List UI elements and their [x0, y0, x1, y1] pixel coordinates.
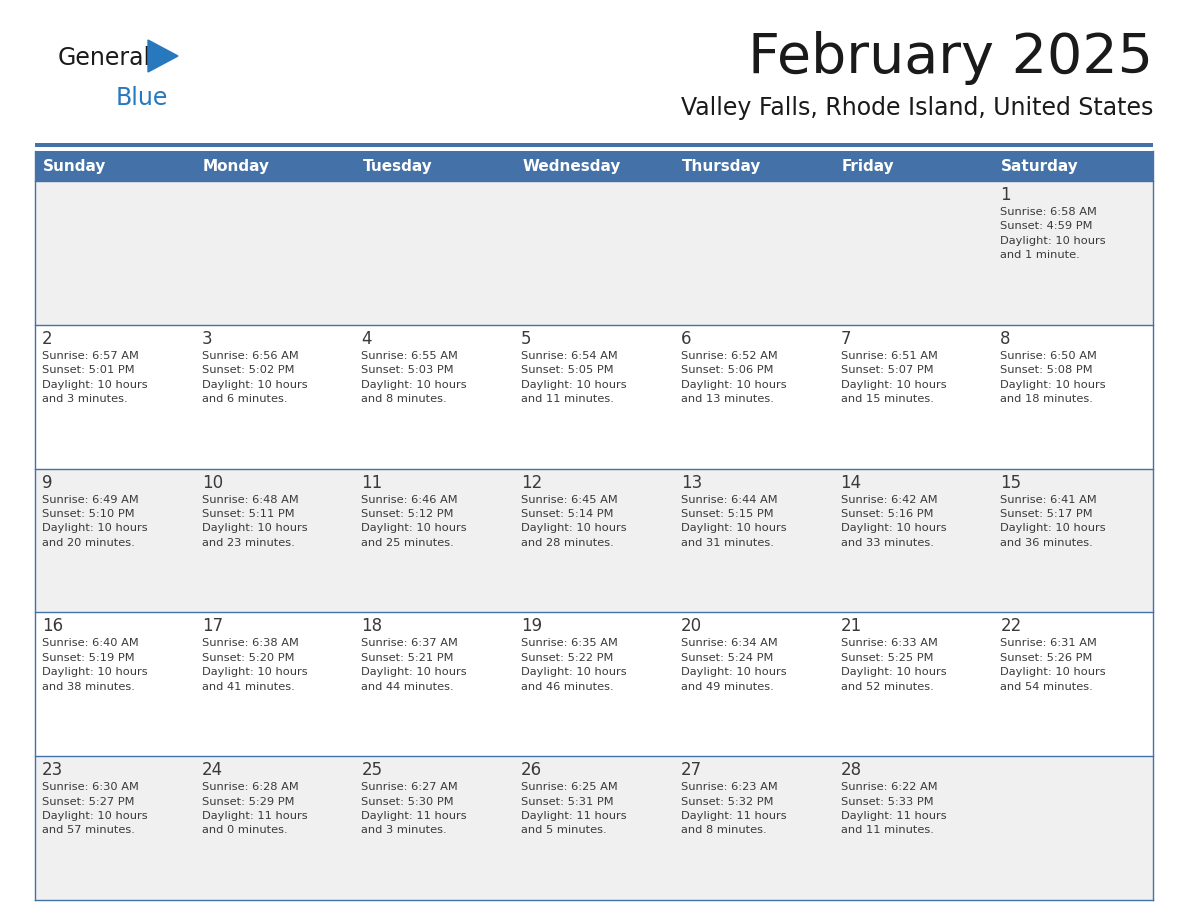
Text: Tuesday: Tuesday [362, 159, 432, 174]
Text: Sunrise: 6:57 AM
Sunset: 5:01 PM
Daylight: 10 hours
and 3 minutes.: Sunrise: 6:57 AM Sunset: 5:01 PM Dayligh… [42, 351, 147, 404]
Text: Sunrise: 6:56 AM
Sunset: 5:02 PM
Daylight: 10 hours
and 6 minutes.: Sunrise: 6:56 AM Sunset: 5:02 PM Dayligh… [202, 351, 308, 404]
Text: 22: 22 [1000, 618, 1022, 635]
Text: Blue: Blue [116, 86, 169, 110]
Text: 18: 18 [361, 618, 383, 635]
Text: 8: 8 [1000, 330, 1011, 348]
Text: Sunrise: 6:35 AM
Sunset: 5:22 PM
Daylight: 10 hours
and 46 minutes.: Sunrise: 6:35 AM Sunset: 5:22 PM Dayligh… [522, 638, 627, 691]
Text: Sunrise: 6:50 AM
Sunset: 5:08 PM
Daylight: 10 hours
and 18 minutes.: Sunrise: 6:50 AM Sunset: 5:08 PM Dayligh… [1000, 351, 1106, 404]
Text: 13: 13 [681, 474, 702, 492]
Text: 19: 19 [522, 618, 542, 635]
Bar [34, 612, 1154, 756]
Text: Sunrise: 6:37 AM
Sunset: 5:21 PM
Daylight: 10 hours
and 44 minutes.: Sunrise: 6:37 AM Sunset: 5:21 PM Dayligh… [361, 638, 467, 691]
Polygon shape [148, 40, 178, 72]
Text: Sunrise: 6:44 AM
Sunset: 5:15 PM
Daylight: 10 hours
and 31 minutes.: Sunrise: 6:44 AM Sunset: 5:15 PM Dayligh… [681, 495, 786, 548]
Text: 28: 28 [841, 761, 861, 779]
Bar [34, 325, 1154, 468]
Text: Sunrise: 6:40 AM
Sunset: 5:19 PM
Daylight: 10 hours
and 38 minutes.: Sunrise: 6:40 AM Sunset: 5:19 PM Dayligh… [42, 638, 147, 691]
Text: Saturday: Saturday [1001, 159, 1079, 174]
Text: 25: 25 [361, 761, 383, 779]
Text: 9: 9 [42, 474, 52, 492]
Bar [34, 143, 1154, 147]
Text: Sunrise: 6:46 AM
Sunset: 5:12 PM
Daylight: 10 hours
and 25 minutes.: Sunrise: 6:46 AM Sunset: 5:12 PM Dayligh… [361, 495, 467, 548]
Text: 15: 15 [1000, 474, 1022, 492]
Bar [34, 468, 1154, 612]
Text: 10: 10 [202, 474, 223, 492]
Text: 16: 16 [42, 618, 63, 635]
Text: Sunrise: 6:55 AM
Sunset: 5:03 PM
Daylight: 10 hours
and 8 minutes.: Sunrise: 6:55 AM Sunset: 5:03 PM Dayligh… [361, 351, 467, 404]
Text: Sunrise: 6:31 AM
Sunset: 5:26 PM
Daylight: 10 hours
and 54 minutes.: Sunrise: 6:31 AM Sunset: 5:26 PM Dayligh… [1000, 638, 1106, 691]
Text: 24: 24 [202, 761, 223, 779]
Text: General: General [58, 46, 151, 70]
Text: Wednesday: Wednesday [523, 159, 620, 174]
Bar [834, 151, 993, 181]
Text: 23: 23 [42, 761, 63, 779]
Text: Thursday: Thursday [682, 159, 762, 174]
Text: 11: 11 [361, 474, 383, 492]
Text: 4: 4 [361, 330, 372, 348]
Text: Sunrise: 6:54 AM
Sunset: 5:05 PM
Daylight: 10 hours
and 11 minutes.: Sunrise: 6:54 AM Sunset: 5:05 PM Dayligh… [522, 351, 627, 404]
Text: Sunday: Sunday [43, 159, 107, 174]
Text: 21: 21 [841, 618, 861, 635]
Text: Sunrise: 6:23 AM
Sunset: 5:32 PM
Daylight: 11 hours
and 8 minutes.: Sunrise: 6:23 AM Sunset: 5:32 PM Dayligh… [681, 782, 786, 835]
Text: Monday: Monday [203, 159, 270, 174]
Bar [993, 151, 1154, 181]
Text: 12: 12 [522, 474, 543, 492]
Text: 14: 14 [841, 474, 861, 492]
Text: Sunrise: 6:25 AM
Sunset: 5:31 PM
Daylight: 11 hours
and 5 minutes.: Sunrise: 6:25 AM Sunset: 5:31 PM Dayligh… [522, 782, 627, 835]
Text: Sunrise: 6:30 AM
Sunset: 5:27 PM
Daylight: 10 hours
and 57 minutes.: Sunrise: 6:30 AM Sunset: 5:27 PM Dayligh… [42, 782, 147, 835]
Bar [34, 181, 1154, 325]
Bar [674, 151, 834, 181]
Text: 5: 5 [522, 330, 532, 348]
Text: 20: 20 [681, 618, 702, 635]
Text: 7: 7 [841, 330, 851, 348]
Bar [34, 151, 195, 181]
Text: Sunrise: 6:45 AM
Sunset: 5:14 PM
Daylight: 10 hours
and 28 minutes.: Sunrise: 6:45 AM Sunset: 5:14 PM Dayligh… [522, 495, 627, 548]
Text: 1: 1 [1000, 186, 1011, 204]
Text: Sunrise: 6:28 AM
Sunset: 5:29 PM
Daylight: 11 hours
and 0 minutes.: Sunrise: 6:28 AM Sunset: 5:29 PM Dayligh… [202, 782, 308, 835]
Bar [514, 151, 674, 181]
Text: Sunrise: 6:58 AM
Sunset: 4:59 PM
Daylight: 10 hours
and 1 minute.: Sunrise: 6:58 AM Sunset: 4:59 PM Dayligh… [1000, 207, 1106, 260]
Text: 3: 3 [202, 330, 213, 348]
Text: Sunrise: 6:49 AM
Sunset: 5:10 PM
Daylight: 10 hours
and 20 minutes.: Sunrise: 6:49 AM Sunset: 5:10 PM Dayligh… [42, 495, 147, 548]
Text: February 2025: February 2025 [748, 31, 1154, 85]
Text: 27: 27 [681, 761, 702, 779]
Text: Sunrise: 6:38 AM
Sunset: 5:20 PM
Daylight: 10 hours
and 41 minutes.: Sunrise: 6:38 AM Sunset: 5:20 PM Dayligh… [202, 638, 308, 691]
Text: 6: 6 [681, 330, 691, 348]
Text: Sunrise: 6:41 AM
Sunset: 5:17 PM
Daylight: 10 hours
and 36 minutes.: Sunrise: 6:41 AM Sunset: 5:17 PM Dayligh… [1000, 495, 1106, 548]
Text: Sunrise: 6:52 AM
Sunset: 5:06 PM
Daylight: 10 hours
and 13 minutes.: Sunrise: 6:52 AM Sunset: 5:06 PM Dayligh… [681, 351, 786, 404]
Text: 26: 26 [522, 761, 542, 779]
Text: Friday: Friday [841, 159, 895, 174]
Text: Valley Falls, Rhode Island, United States: Valley Falls, Rhode Island, United State… [681, 96, 1154, 120]
Bar [195, 151, 354, 181]
Text: Sunrise: 6:48 AM
Sunset: 5:11 PM
Daylight: 10 hours
and 23 minutes.: Sunrise: 6:48 AM Sunset: 5:11 PM Dayligh… [202, 495, 308, 548]
Text: Sunrise: 6:51 AM
Sunset: 5:07 PM
Daylight: 10 hours
and 15 minutes.: Sunrise: 6:51 AM Sunset: 5:07 PM Dayligh… [841, 351, 946, 404]
Text: 17: 17 [202, 618, 223, 635]
Text: Sunrise: 6:33 AM
Sunset: 5:25 PM
Daylight: 10 hours
and 52 minutes.: Sunrise: 6:33 AM Sunset: 5:25 PM Dayligh… [841, 638, 946, 691]
Bar [34, 756, 1154, 900]
Text: Sunrise: 6:27 AM
Sunset: 5:30 PM
Daylight: 11 hours
and 3 minutes.: Sunrise: 6:27 AM Sunset: 5:30 PM Dayligh… [361, 782, 467, 835]
Text: Sunrise: 6:42 AM
Sunset: 5:16 PM
Daylight: 10 hours
and 33 minutes.: Sunrise: 6:42 AM Sunset: 5:16 PM Dayligh… [841, 495, 946, 548]
Text: 2: 2 [42, 330, 52, 348]
Text: Sunrise: 6:22 AM
Sunset: 5:33 PM
Daylight: 11 hours
and 11 minutes.: Sunrise: 6:22 AM Sunset: 5:33 PM Dayligh… [841, 782, 946, 835]
Text: Sunrise: 6:34 AM
Sunset: 5:24 PM
Daylight: 10 hours
and 49 minutes.: Sunrise: 6:34 AM Sunset: 5:24 PM Dayligh… [681, 638, 786, 691]
Bar [354, 151, 514, 181]
